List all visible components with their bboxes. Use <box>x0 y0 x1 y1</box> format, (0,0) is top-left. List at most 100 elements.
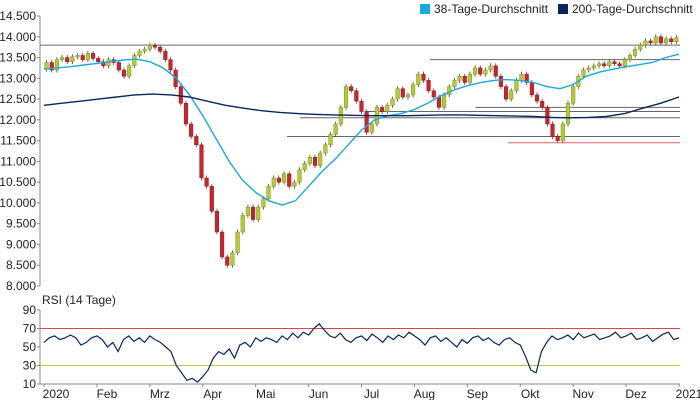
candle <box>354 90 359 102</box>
ma-line-1 <box>43 93 680 119</box>
candle <box>158 46 163 52</box>
candle <box>70 56 75 62</box>
price-tick-label: 8.000 <box>6 279 36 293</box>
candle <box>287 173 292 187</box>
legend-label-200: 200-Tage-Durchschnitt <box>572 2 693 16</box>
candle <box>405 94 411 98</box>
candle <box>431 90 436 98</box>
rsi-plot <box>40 323 680 383</box>
candle <box>359 100 364 112</box>
candle <box>297 169 302 183</box>
x-tick-label: Okt <box>521 387 540 400</box>
candle <box>132 55 137 67</box>
price-tick-label: 13.500 <box>0 51 36 65</box>
legend: 38-Tage-Durchschnitt 200-Tage-Durchschni… <box>420 2 693 16</box>
price-tick-label: 12.500 <box>0 92 36 106</box>
candle <box>473 67 478 75</box>
candle <box>137 51 142 56</box>
candle <box>452 80 457 87</box>
x-tick-label: Jul <box>364 387 379 400</box>
candle <box>152 44 158 48</box>
candle <box>369 123 374 133</box>
candle <box>643 40 648 46</box>
candle <box>364 111 369 133</box>
candle <box>147 44 152 50</box>
candle <box>194 136 199 146</box>
candle <box>596 63 602 67</box>
candle <box>220 231 225 258</box>
candle <box>560 123 565 141</box>
rsi-line <box>43 323 680 383</box>
candle <box>328 134 333 146</box>
candle <box>648 40 653 44</box>
candle <box>421 73 426 81</box>
x-tick-label: Sep <box>467 387 489 400</box>
candle <box>457 75 462 81</box>
price-tick-label: 13.000 <box>0 71 36 85</box>
price-tick-label: 14.500 <box>0 9 36 23</box>
rsi-tick-label: 90 <box>23 303 37 317</box>
candle <box>540 100 545 108</box>
candle <box>261 198 266 208</box>
candle <box>607 61 612 67</box>
x-tick-label: 2021 <box>676 387 700 400</box>
price-tick-label: 14.000 <box>0 30 36 44</box>
candle <box>183 102 189 125</box>
candle <box>586 67 591 71</box>
candle <box>302 163 307 170</box>
candle <box>674 37 679 43</box>
candle <box>240 215 245 233</box>
candle <box>85 53 90 60</box>
candle <box>380 107 385 112</box>
candle <box>467 73 472 83</box>
candle <box>75 55 80 58</box>
price-tick-label: 10.500 <box>0 175 36 189</box>
candle <box>323 144 328 154</box>
candle <box>426 80 431 92</box>
candle <box>483 69 488 75</box>
candle <box>178 86 183 104</box>
price-axis: 8.000 8.500 9.000 9.500 10.000 10.500 11.000 11… <box>0 9 41 293</box>
candle <box>266 186 271 200</box>
x-tick-label: Apr <box>203 387 222 400</box>
x-tick-label: Mai <box>256 387 275 400</box>
price-tick-label: 11.000 <box>0 154 36 168</box>
price-tick-label: 8.500 <box>6 258 36 272</box>
legend-label-38: 38-Tage-Durchschnitt <box>434 2 549 16</box>
candle <box>591 65 596 69</box>
candle <box>271 177 276 187</box>
candle <box>245 206 250 216</box>
candle <box>509 90 514 100</box>
candle <box>571 86 576 104</box>
candle <box>235 231 240 254</box>
candle <box>534 94 540 102</box>
candle <box>442 94 447 108</box>
legend-swatch-200 <box>558 4 568 14</box>
candle <box>617 63 622 67</box>
candle <box>627 55 633 60</box>
x-tick-label: 2020 <box>43 387 70 400</box>
candle <box>664 38 669 44</box>
candle <box>529 82 534 96</box>
candle <box>565 102 571 125</box>
candle <box>514 80 519 92</box>
candle <box>282 173 287 183</box>
candle <box>127 65 132 77</box>
ma-line-0 <box>43 53 680 206</box>
candle <box>462 75 467 83</box>
price-tick-label: 9.500 <box>6 217 36 231</box>
price-tick-label: 10.000 <box>0 196 36 210</box>
candle <box>612 61 617 65</box>
candle <box>54 59 59 71</box>
candle <box>622 59 627 67</box>
x-tick-label: Jun <box>309 387 328 400</box>
candle <box>116 62 121 71</box>
candle <box>168 59 173 71</box>
candle <box>318 152 323 166</box>
candle <box>121 69 127 77</box>
candle <box>225 256 230 266</box>
candle <box>142 48 147 52</box>
candle <box>385 105 390 112</box>
candle <box>199 144 204 179</box>
